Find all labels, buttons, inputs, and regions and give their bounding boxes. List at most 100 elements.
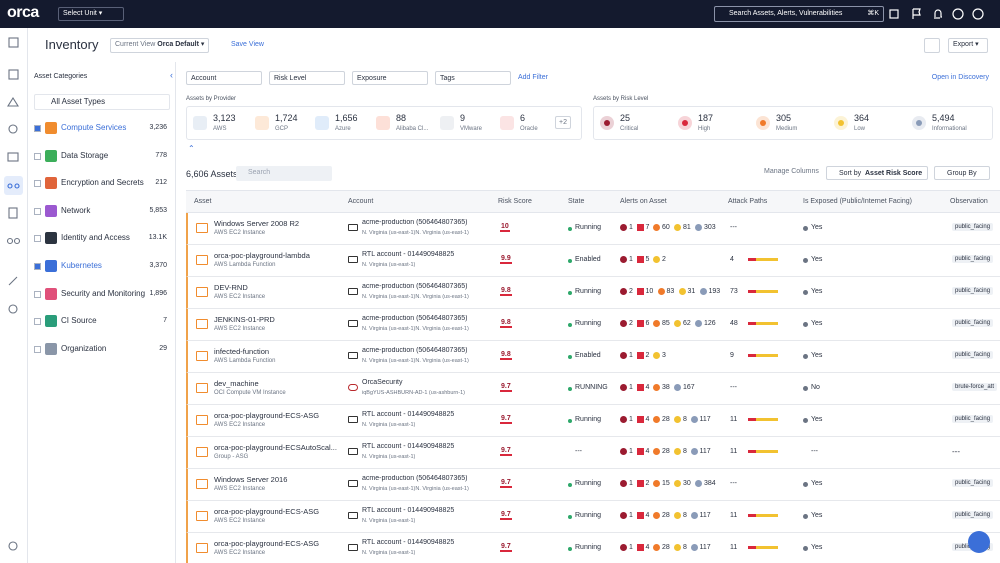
checkbox[interactable]: [34, 153, 41, 160]
filter-dropdown[interactable]: Tags: [435, 71, 511, 85]
alert-icon: [674, 480, 681, 487]
alert-count: 1: [629, 416, 633, 423]
nav-icon[interactable]: [9, 305, 17, 313]
table-row[interactable]: orca-poc-playground-ECS-ASGAWS EC2 Insta…: [186, 533, 1000, 563]
checkbox[interactable]: [34, 125, 41, 132]
category-name[interactable]: Security and Monitoring: [61, 289, 145, 298]
table-row[interactable]: orca-poc-playground-ECS-ASGAWS EC2 Insta…: [186, 405, 1000, 437]
filter-dropdown[interactable]: Account: [186, 71, 262, 85]
checkbox[interactable]: [34, 263, 41, 270]
nav-rail: [0, 28, 28, 563]
icon[interactable]: [973, 9, 983, 19]
column-header[interactable]: Alerts on Asset: [620, 198, 667, 205]
icon[interactable]: [953, 9, 963, 19]
category-name[interactable]: Encryption and Secrets: [61, 178, 144, 187]
table-row[interactable]: JENKINS-01-PRDAWS EC2 Instanceacme-produ…: [186, 309, 1000, 341]
asset-name: infected-function: [214, 347, 338, 356]
exposed: ---: [811, 448, 818, 455]
risk-card: 25Critical187High305Medium364Low5,494Inf…: [593, 106, 993, 140]
checkbox[interactable]: [34, 318, 41, 325]
export-button[interactable]: Export ▾: [948, 38, 988, 53]
nav-icon[interactable]: [9, 70, 18, 79]
nav-icon[interactable]: [15, 239, 20, 244]
nav-icon[interactable]: [9, 542, 17, 550]
expand-toggle[interactable]: ⌃: [188, 144, 195, 153]
risk-score: 10: [500, 223, 510, 232]
checkbox[interactable]: [34, 291, 41, 298]
table-row[interactable]: Windows Server 2008 R2AWS EC2 Instanceac…: [186, 213, 1000, 245]
table-row[interactable]: Windows Server 2016AWS EC2 Instanceacme-…: [186, 469, 1000, 501]
column-header[interactable]: Is Exposed (Public/Internet Facing): [803, 198, 912, 205]
group-by[interactable]: Group By: [934, 166, 990, 180]
alert-count: 2: [646, 480, 650, 487]
risk-name: Critical: [620, 126, 638, 132]
chat-button[interactable]: [968, 531, 990, 553]
provider-icon: [193, 116, 207, 130]
table-row[interactable]: DEV-RNDAWS EC2 Instanceacme-production (…: [186, 277, 1000, 309]
category-name[interactable]: Organization: [61, 344, 106, 353]
provider-name: Oracle: [520, 126, 538, 132]
column-header[interactable]: Account: [348, 198, 373, 205]
nav-icon[interactable]: [9, 38, 18, 47]
unit-select[interactable]: Select Unit ▾: [58, 7, 124, 21]
asset-search[interactable]: Search: [236, 166, 332, 181]
open-discovery[interactable]: Open in Discovery: [932, 74, 989, 81]
table-row[interactable]: orca-poc-playground-ECSAutoScal...Group …: [186, 437, 1000, 469]
category-name[interactable]: Kubernetes: [61, 261, 102, 270]
column-header[interactable]: Risk Score: [498, 198, 532, 205]
global-search[interactable]: Search Assets, Alerts, Vulnerabilities ⌘…: [714, 6, 884, 22]
account-name: OrcaSecurity: [362, 379, 490, 386]
filter-button[interactable]: [924, 38, 940, 53]
checkbox[interactable]: [34, 208, 41, 215]
category-name[interactable]: CI Source: [61, 316, 97, 325]
category-name[interactable]: Compute Services: [61, 123, 126, 132]
nav-icon-active[interactable]: [4, 176, 23, 195]
view-select[interactable]: Current View Orca Default ▾: [110, 38, 209, 53]
asset-icon: [196, 415, 208, 425]
manage-columns[interactable]: Manage Columns: [764, 168, 819, 175]
icon[interactable]: [934, 10, 942, 18]
nav-icon[interactable]: [8, 98, 18, 106]
table-row[interactable]: dev_machineOCI Compute VM InstanceOrcaSe…: [186, 373, 1000, 405]
exposed: Yes: [811, 288, 822, 295]
checkbox[interactable]: [34, 346, 41, 353]
collapse-panel[interactable]: ‹: [170, 70, 173, 80]
filter-dropdown[interactable]: Exposure: [352, 71, 428, 85]
account-region: N. Virginia (us-east-1): [362, 518, 490, 524]
icon[interactable]: [913, 9, 920, 19]
category-name[interactable]: Data Storage: [61, 151, 108, 160]
table-row[interactable]: orca-poc-playground-lambdaAWS Lambda Fun…: [186, 245, 1000, 277]
risk-score: 9.7: [500, 383, 512, 392]
nav-icon[interactable]: [9, 125, 17, 133]
table-row[interactable]: infected-functionAWS Lambda Functionacme…: [186, 341, 1000, 373]
add-filter[interactable]: Add Filter: [518, 74, 548, 81]
risk-dot: [682, 120, 688, 126]
all-types[interactable]: All Asset Types: [34, 94, 170, 110]
category-icon: [45, 343, 57, 355]
attack-paths: 11: [730, 512, 737, 519]
provider-more[interactable]: +2: [555, 116, 571, 129]
provider-icon: [315, 116, 329, 130]
column-header[interactable]: Attack Paths: [728, 198, 767, 205]
sort-by[interactable]: Sort byAsset Risk Score: [826, 166, 928, 180]
column-header[interactable]: State: [568, 198, 584, 205]
alert-count: 28: [662, 544, 670, 551]
icon[interactable]: [890, 10, 898, 18]
checkbox[interactable]: [34, 235, 41, 242]
nav-icon[interactable]: [9, 208, 17, 218]
column-header[interactable]: Observation: [950, 198, 988, 205]
category-name[interactable]: Identity and Access: [61, 233, 130, 242]
save-view[interactable]: Save View: [231, 41, 264, 48]
nav-icon[interactable]: [8, 153, 18, 161]
logo[interactable]: orca: [7, 4, 39, 22]
nav-icon[interactable]: [8, 239, 13, 244]
table-row[interactable]: orca-poc-playground-ECS-ASGAWS EC2 Insta…: [186, 501, 1000, 533]
checkbox[interactable]: [34, 180, 41, 187]
category-name[interactable]: Network: [61, 206, 90, 215]
nav-icon[interactable]: [9, 277, 17, 285]
attack-paths: ---: [730, 480, 737, 487]
risk-count: 364: [854, 113, 869, 123]
column-header[interactable]: Asset: [194, 198, 212, 205]
filter-dropdown[interactable]: Risk Level: [269, 71, 345, 85]
exposed-dot: [803, 290, 808, 295]
